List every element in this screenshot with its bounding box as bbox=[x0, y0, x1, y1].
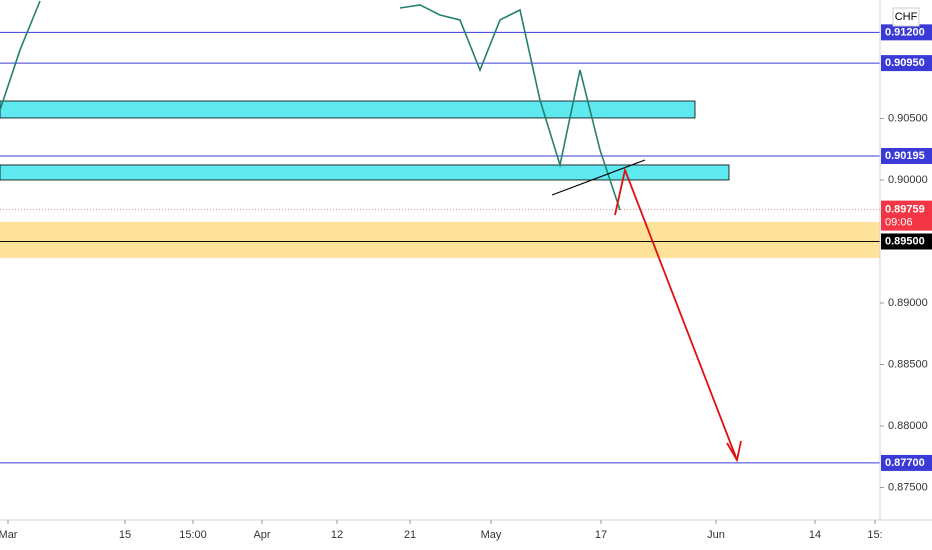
level-label: 0.90195 bbox=[885, 150, 925, 162]
x-tick-label: 21 bbox=[404, 529, 416, 541]
x-tick-label: 15:00 bbox=[179, 529, 207, 541]
countdown: 09:06 bbox=[885, 217, 913, 229]
y-tick-label: 0.90500 bbox=[888, 112, 928, 124]
y-tick-label: 0.88500 bbox=[888, 358, 928, 370]
level-label-box bbox=[881, 55, 932, 72]
zone bbox=[0, 221, 880, 258]
x-tick-label: 12 bbox=[331, 529, 343, 541]
zone bbox=[0, 164, 730, 181]
level-label: 0.87700 bbox=[885, 457, 925, 469]
plot bbox=[0, 0, 621, 211]
level-label-box bbox=[881, 233, 932, 250]
arrow-head bbox=[726, 440, 742, 463]
x-tick-label: 15: bbox=[867, 529, 882, 541]
forecast-arrow bbox=[614, 166, 738, 461]
zones bbox=[0, 100, 880, 258]
x-tick-label: 17 bbox=[595, 529, 607, 541]
x-tick-label: Mar bbox=[0, 529, 18, 541]
level-label-box bbox=[881, 147, 932, 164]
x-tick-label: 15 bbox=[119, 529, 131, 541]
levels bbox=[0, 31, 880, 464]
axis: 0.90500 0.90000 0.89000 0.88500 0.88000 0.875… bbox=[0, 24, 932, 541]
trend-line bbox=[551, 159, 646, 196]
x-tick-label: 14 bbox=[809, 529, 821, 541]
y-tick-label: 0.89000 bbox=[888, 297, 928, 309]
currency-box bbox=[892, 7, 920, 27]
level-label: 0.90950 bbox=[885, 57, 925, 69]
zone bbox=[0, 100, 696, 119]
x-tick-label: May bbox=[481, 529, 502, 541]
price-line bbox=[0, 0, 41, 111]
level-label: 0.89500 bbox=[885, 235, 925, 247]
price-line bbox=[399, 4, 621, 211]
y-tick-label: 0.90000 bbox=[888, 174, 928, 186]
level-label-box bbox=[881, 454, 932, 471]
currency: CHF bbox=[895, 11, 918, 23]
x-tick-label: Apr bbox=[253, 529, 270, 541]
level-label-box bbox=[881, 24, 932, 41]
y-tick-label: 0.88000 bbox=[888, 420, 928, 432]
y-tick-label: 0.87500 bbox=[888, 481, 928, 493]
x-tick-label: Jun bbox=[707, 529, 725, 541]
last-price-label: 0.89759 bbox=[885, 204, 925, 216]
level-label: 0.91200 bbox=[885, 26, 925, 38]
last-price-box bbox=[881, 200, 932, 231]
